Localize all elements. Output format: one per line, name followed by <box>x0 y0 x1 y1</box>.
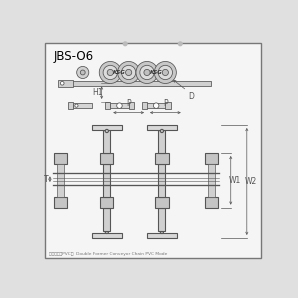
Circle shape <box>122 65 136 80</box>
Circle shape <box>179 42 182 46</box>
Bar <box>58 80 73 87</box>
Circle shape <box>136 61 158 83</box>
Bar <box>63 81 211 86</box>
Text: H1: H1 <box>92 88 103 97</box>
Bar <box>146 103 166 108</box>
Text: KSG: KSG <box>150 70 162 75</box>
Bar <box>92 125 122 130</box>
Bar <box>100 197 114 208</box>
Bar <box>165 102 170 109</box>
Circle shape <box>118 61 140 83</box>
Text: JBS-O6: JBS-O6 <box>54 49 94 63</box>
Circle shape <box>77 66 89 79</box>
Bar <box>103 130 110 153</box>
Circle shape <box>160 230 164 234</box>
Bar <box>155 153 169 164</box>
Bar <box>129 102 134 109</box>
Circle shape <box>60 81 64 85</box>
Bar <box>54 153 67 164</box>
Bar <box>92 233 122 238</box>
Circle shape <box>103 65 117 80</box>
Text: W1: W1 <box>228 176 240 185</box>
Circle shape <box>144 69 150 76</box>
Circle shape <box>107 69 113 76</box>
Bar <box>147 125 177 130</box>
Bar <box>142 102 147 109</box>
Text: D: D <box>188 92 194 101</box>
Bar <box>208 164 215 197</box>
Bar <box>205 197 218 208</box>
Circle shape <box>140 65 154 80</box>
Circle shape <box>160 129 164 133</box>
Text: KSG: KSG <box>113 70 126 75</box>
Bar <box>155 197 169 208</box>
Circle shape <box>153 103 159 108</box>
Bar <box>103 164 110 197</box>
Circle shape <box>154 61 176 83</box>
Bar <box>73 103 92 108</box>
Circle shape <box>117 103 122 108</box>
Circle shape <box>80 70 85 75</box>
Text: W2: W2 <box>244 177 257 186</box>
Text: 双手输送链PVC款  Double Former Conveyor Chain PVC Mode: 双手输送链PVC款 Double Former Conveyor Chain P… <box>49 252 168 256</box>
Bar <box>159 130 165 153</box>
Bar <box>100 153 114 164</box>
Bar <box>54 197 67 208</box>
Circle shape <box>158 65 173 80</box>
Bar <box>159 208 165 232</box>
Circle shape <box>99 61 121 83</box>
Text: P: P <box>126 99 131 108</box>
Circle shape <box>162 69 168 76</box>
Circle shape <box>105 129 108 133</box>
Bar <box>105 102 110 109</box>
Bar <box>110 103 129 108</box>
Text: P: P <box>163 99 168 108</box>
Bar <box>147 233 177 238</box>
Circle shape <box>105 230 108 234</box>
Bar <box>205 153 218 164</box>
Bar <box>57 164 64 197</box>
Circle shape <box>75 104 78 107</box>
Text: T: T <box>44 175 48 184</box>
Bar <box>103 208 110 232</box>
Bar <box>159 164 165 197</box>
Bar <box>69 102 73 109</box>
Circle shape <box>123 42 127 46</box>
Circle shape <box>125 69 132 76</box>
